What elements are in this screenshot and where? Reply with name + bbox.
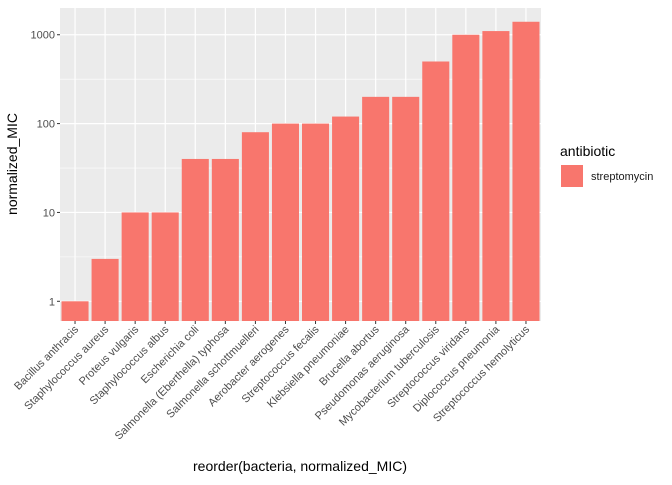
legend: antibiotic streptomycin xyxy=(560,143,653,187)
y-tick-label-1: 10 xyxy=(43,207,55,219)
bar-0 xyxy=(61,301,89,321)
bar-3 xyxy=(151,212,179,321)
bars xyxy=(61,21,540,322)
y-axis-ticks: 1 10 100 1000 xyxy=(31,30,60,308)
bar-12 xyxy=(422,61,450,322)
bar-4 xyxy=(181,158,209,321)
bar-6 xyxy=(241,132,269,321)
bar-1 xyxy=(91,258,119,321)
bar-2 xyxy=(121,212,149,321)
y-tick-label-2: 100 xyxy=(37,119,55,131)
legend-key-streptomycin xyxy=(561,165,583,187)
y-tick-label-0: 1 xyxy=(49,296,55,308)
bar-10 xyxy=(362,96,390,321)
x-axis-title: reorder(bacteria, normalized_MIC) xyxy=(193,458,407,474)
bar-7 xyxy=(271,123,299,321)
bar-15 xyxy=(512,21,540,322)
y-axis-title: normalized_MIC xyxy=(4,113,20,215)
legend-label-streptomycin: streptomycin xyxy=(591,171,653,183)
y-tick-label-3: 1000 xyxy=(31,30,55,42)
bar-5 xyxy=(211,158,239,321)
bar-8 xyxy=(302,123,330,321)
bar-13 xyxy=(452,34,480,321)
bar-11 xyxy=(392,96,420,321)
legend-title: antibiotic xyxy=(560,143,615,159)
bar-14 xyxy=(482,31,510,321)
bar-9 xyxy=(332,116,360,321)
